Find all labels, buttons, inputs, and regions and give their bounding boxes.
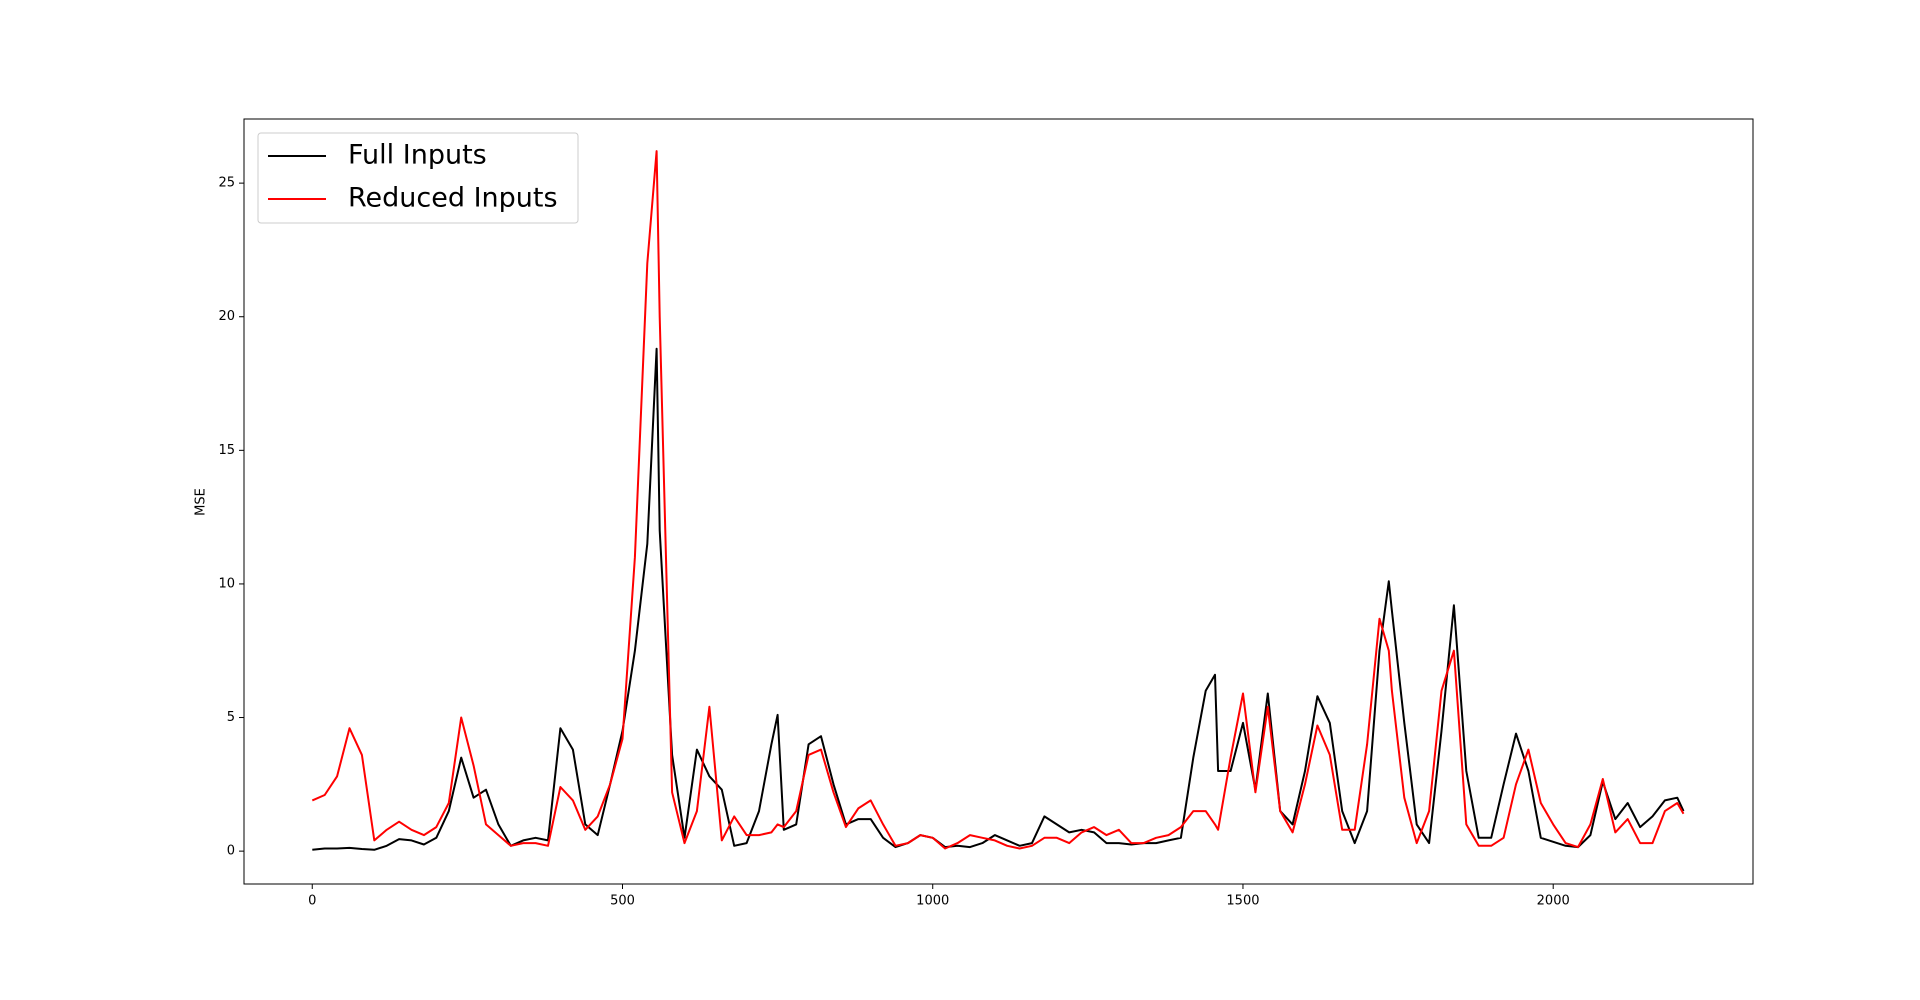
x-tick-label: 1500 [1226,894,1259,909]
x-tick-label: 1000 [916,894,949,909]
y-tick-label: 15 [218,443,235,458]
legend-box [257,132,579,224]
y-tick-label: 25 [218,176,235,191]
y-axis-label: MSE [194,488,209,516]
y-tick-label: 0 [227,844,235,859]
x-tick-label: 2000 [1537,894,1570,909]
legend-label: Full Inputs [348,140,487,171]
x-tick-label: 500 [610,894,635,909]
y-tick-label: 20 [218,309,235,324]
data-line [312,347,1685,851]
plot-frame [243,118,1754,885]
y-tick-label: 5 [227,710,235,725]
data-line [311,150,1685,850]
x-tick-label: 0 [308,894,316,909]
legend-label: Reduced Inputs [348,183,558,214]
y-tick-label: 10 [218,576,235,591]
